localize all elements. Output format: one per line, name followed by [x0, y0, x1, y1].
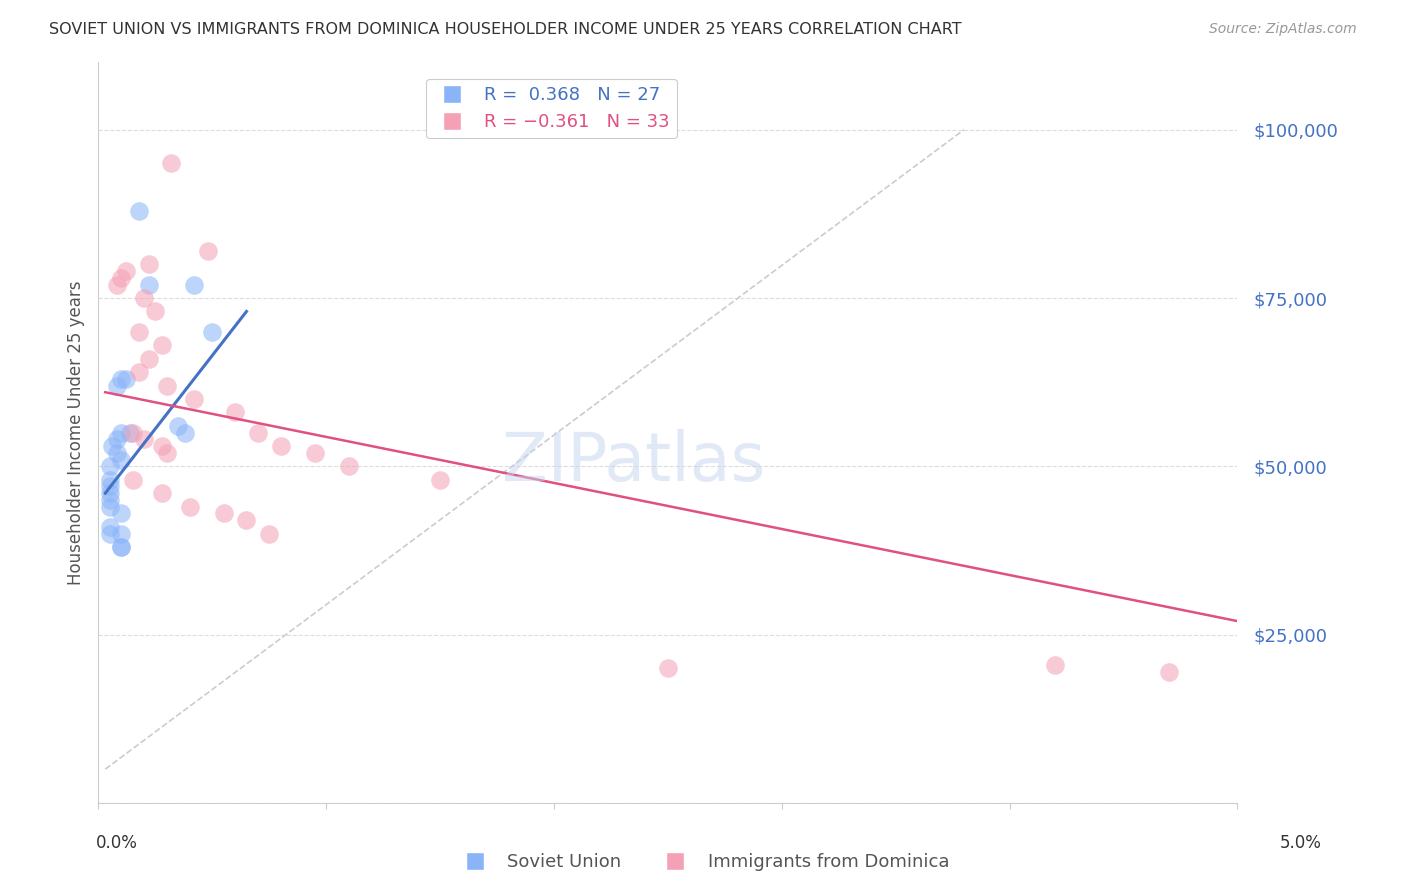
Point: [110, 507, 132, 521]
Point: [138, 277, 160, 292]
Point: [1157, 665, 1180, 679]
Point: [167, 418, 190, 433]
Point: [174, 425, 197, 440]
Point: [304, 446, 326, 460]
Text: SOVIET UNION VS IMMIGRANTS FROM DOMINICA HOUSEHOLDER INCOME UNDER 25 YEARS CORRE: SOVIET UNION VS IMMIGRANTS FROM DOMINICA…: [49, 22, 962, 37]
Point: [110, 425, 132, 440]
Point: [105, 433, 128, 447]
Point: [197, 244, 219, 258]
Point: [98, 486, 121, 500]
Point: [114, 264, 136, 278]
Point: [657, 661, 679, 675]
Point: [110, 372, 132, 386]
Point: [120, 425, 142, 440]
Point: [105, 446, 128, 460]
Point: [110, 526, 132, 541]
Point: [138, 257, 160, 271]
Point: [121, 425, 143, 440]
Point: [110, 452, 132, 467]
Legend: Soviet Union, Immigrants from Dominica: Soviet Union, Immigrants from Dominica: [450, 847, 956, 879]
Point: [1043, 657, 1066, 672]
Point: [98, 520, 121, 534]
Point: [150, 486, 173, 500]
Point: [145, 304, 167, 318]
Point: [98, 500, 121, 514]
Point: [132, 433, 155, 447]
Point: [201, 325, 224, 339]
Point: [121, 473, 143, 487]
Point: [128, 365, 150, 379]
Point: [150, 338, 173, 352]
Point: [105, 378, 128, 392]
Point: [179, 500, 201, 514]
Point: [132, 291, 155, 305]
Text: 5.0%: 5.0%: [1279, 834, 1322, 852]
Point: [98, 479, 121, 493]
Point: [128, 325, 150, 339]
Point: [110, 270, 132, 285]
Point: [246, 425, 269, 440]
Point: [110, 540, 132, 554]
Point: [212, 507, 235, 521]
Point: [337, 459, 360, 474]
Text: ZIPatlas: ZIPatlas: [502, 429, 765, 495]
Point: [98, 459, 121, 474]
Legend: R =  0.368   N = 27, R = −0.361   N = 33: R = 0.368 N = 27, R = −0.361 N = 33: [426, 78, 676, 138]
Point: [160, 156, 183, 170]
Point: [138, 351, 160, 366]
Point: [183, 277, 205, 292]
Point: [183, 392, 205, 406]
Text: Source: ZipAtlas.com: Source: ZipAtlas.com: [1209, 22, 1357, 37]
Point: [98, 473, 121, 487]
Point: [224, 405, 246, 419]
Point: [259, 526, 281, 541]
Text: 0.0%: 0.0%: [96, 834, 138, 852]
Point: [98, 526, 121, 541]
Point: [429, 473, 451, 487]
Point: [110, 540, 132, 554]
Point: [150, 439, 173, 453]
Point: [156, 446, 179, 460]
Point: [235, 513, 257, 527]
Point: [101, 439, 124, 453]
Point: [98, 492, 121, 507]
Point: [128, 203, 150, 218]
Point: [156, 378, 179, 392]
Y-axis label: Householder Income Under 25 years: Householder Income Under 25 years: [66, 280, 84, 585]
Point: [114, 372, 136, 386]
Point: [105, 277, 128, 292]
Point: [270, 439, 292, 453]
